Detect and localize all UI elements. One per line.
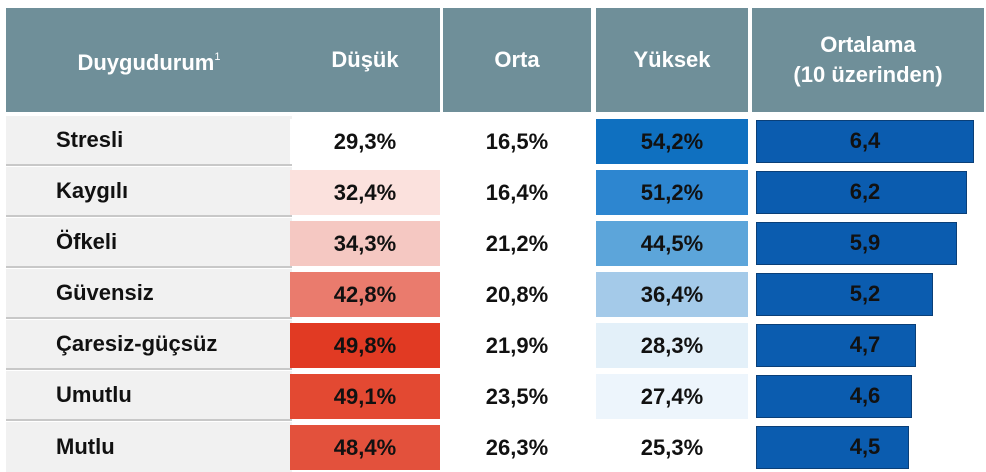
header-cell: Ortalama (10 üzerinden) [752, 8, 984, 112]
value-cell: 27,4% [596, 374, 748, 419]
value-cell: 16,5% [485, 128, 549, 154]
value-cell: 20,8% [485, 281, 549, 307]
value-cell: 21,9% [485, 332, 549, 358]
value-cell: 25,3% [596, 425, 748, 470]
row-label: Kaygılı [6, 167, 292, 217]
row-label: Güvensiz [6, 269, 292, 319]
average-text: 5,9 [849, 230, 881, 255]
value-cell: 21,2% [485, 230, 549, 256]
value-cell: 26,3% [485, 434, 549, 460]
average-text: 5,2 [849, 281, 881, 306]
footnote-mark: 1 [214, 51, 221, 63]
value-cell: 34,3% [290, 221, 440, 266]
average-text: 4,5 [849, 434, 881, 459]
average-bar [756, 324, 916, 367]
average-bar [756, 273, 933, 316]
average-text: 4,7 [849, 332, 881, 357]
row-label: Stresli [6, 116, 292, 166]
header-cell: Yüksek [596, 8, 748, 112]
row-label: Umutlu [6, 371, 292, 421]
average-bar [756, 120, 974, 163]
header-line: Yüksek [633, 45, 710, 75]
header-text: (10 üzerinden) [793, 62, 943, 87]
row-label: Öfkeli [6, 218, 292, 268]
value-cell: 49,8% [290, 323, 440, 368]
value-cell: 51,2% [596, 170, 748, 215]
header-text: Orta [494, 47, 540, 72]
average-text: 6,2 [849, 179, 881, 204]
value-cell: 32,4% [290, 170, 440, 215]
average-bar [756, 375, 913, 418]
average-bar [756, 426, 909, 469]
header-text: Duygudurum [77, 50, 215, 75]
value-cell: 16,4% [485, 179, 549, 205]
header-line: Duygudurum1 [77, 42, 220, 78]
header-text: Düşük [331, 47, 399, 72]
average-text: 6,4 [849, 128, 881, 153]
header-line: Orta [494, 45, 539, 75]
value-cell: 29,3% [290, 119, 440, 164]
average-text: 4,6 [849, 383, 881, 408]
value-cell: 54,2% [596, 119, 748, 164]
row-label: Mutlu [6, 422, 292, 472]
average-bar [756, 171, 967, 214]
value-cell: 48,4% [290, 425, 440, 470]
header-cell: Düşük [290, 8, 440, 112]
value-cell: 42,8% [290, 272, 440, 317]
value-cell: 49,1% [290, 374, 440, 419]
header-cell: Orta [443, 8, 591, 112]
value-cell: 44,5% [596, 221, 748, 266]
value-cell: 36,4% [596, 272, 748, 317]
row-label: Çaresiz-güçsüz [6, 320, 292, 370]
average-bar [756, 222, 957, 265]
value-cell: 23,5% [485, 383, 549, 409]
header-cell: Duygudurum1 [6, 8, 292, 112]
header-text: Ortalama [820, 32, 916, 57]
header-line: Düşük [331, 45, 398, 75]
value-cell: 28,3% [596, 323, 748, 368]
header-text: Yüksek [633, 47, 711, 72]
